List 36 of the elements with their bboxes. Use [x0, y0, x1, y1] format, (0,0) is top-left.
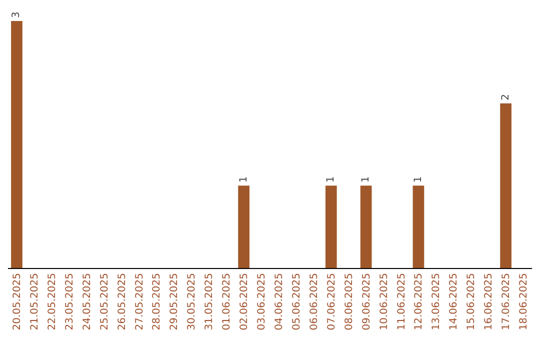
x-tick-label: 08.06.2025: [344, 273, 355, 330]
x-tick-label: 04.06.2025: [274, 273, 285, 330]
data-label: 1: [360, 176, 372, 183]
x-tick-label: 18.06.2025: [518, 273, 530, 330]
x-tick-label: 06.06.2025: [308, 273, 320, 330]
x-tick-label: 28.05.2025: [152, 273, 163, 330]
data-label: 2: [500, 94, 512, 100]
x-tick-label: 20.05.2025: [12, 273, 23, 330]
x-tick-label: 30.05.2025: [186, 273, 198, 330]
x-tick-label: 29.05.2025: [169, 273, 180, 330]
x-tick-label: 14.06.2025: [448, 273, 460, 330]
x-tick-label: 22.05.2025: [46, 273, 58, 330]
x-tick-label: 17.06.2025: [501, 273, 512, 330]
x-tick-label: 31.05.2025: [204, 273, 216, 330]
x-tick-label: 16.06.2025: [484, 273, 495, 330]
data-label: 1: [326, 176, 337, 183]
x-tick-label: 24.05.2025: [82, 273, 93, 330]
x-tick-label: 12.06.2025: [414, 273, 425, 330]
x-tick-label: 03.06.2025: [256, 273, 268, 330]
x-tick-label: 27.05.2025: [134, 273, 146, 330]
x-tick-label: 23.05.2025: [64, 273, 76, 330]
data-label: 3: [11, 12, 22, 18]
x-tick-label: 11.06.2025: [396, 273, 408, 330]
x-tick-label: 21.05.2025: [29, 273, 40, 330]
x-tick-label: 26.05.2025: [116, 273, 128, 330]
x-tick-label: 13.06.2025: [431, 273, 442, 330]
x-tick-label: 15.06.2025: [466, 273, 478, 330]
x-tick-label: 10.06.2025: [378, 273, 390, 330]
x-tick-label: 05.06.2025: [291, 273, 302, 330]
x-tick-label: 09.06.2025: [361, 273, 372, 330]
x-tick-label: 01.06.2025: [222, 273, 233, 330]
x-tick-label: 07.06.2025: [326, 273, 338, 330]
x-tick-label: 02.06.2025: [239, 273, 250, 330]
x-tick-label: 25.05.2025: [99, 273, 110, 330]
data-label: 1: [412, 176, 424, 183]
data-label: 1: [238, 176, 250, 183]
